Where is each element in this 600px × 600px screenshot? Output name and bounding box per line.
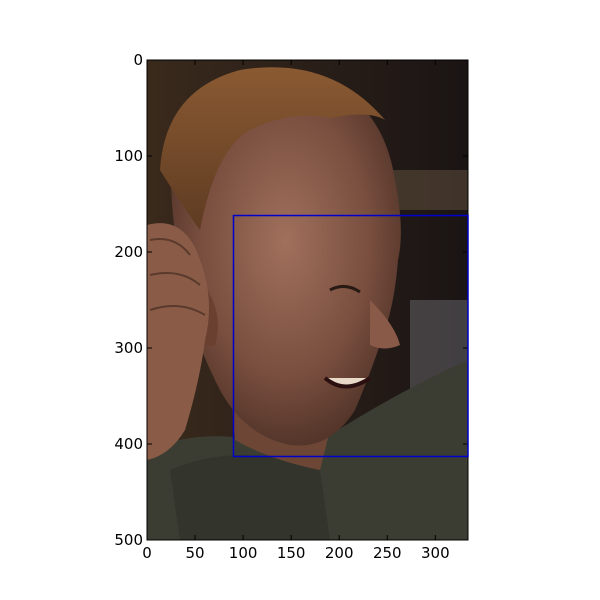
y-tick-label: 0: [133, 51, 143, 69]
y-tick-label: 400: [114, 435, 143, 453]
face-bounding-box: [232, 214, 469, 458]
y-tick-label: 500: [114, 531, 143, 549]
x-tick-label: 50: [186, 544, 205, 562]
photo-image: [147, 60, 468, 540]
x-tick-label: 200: [325, 544, 354, 562]
x-tick-label: 150: [277, 544, 306, 562]
y-tick-label: 200: [114, 243, 143, 261]
x-axis: 0 50 100 150 200 250 300: [142, 60, 450, 562]
x-tick-label: 100: [229, 544, 258, 562]
x-tick-label: 0: [142, 544, 152, 562]
y-tick-label: 100: [114, 147, 143, 165]
x-tick-label: 250: [373, 544, 402, 562]
y-tick-label: 300: [114, 339, 143, 357]
x-tick-label: 300: [421, 544, 450, 562]
y-axis: 0 100 200 300 400 500: [114, 51, 468, 549]
